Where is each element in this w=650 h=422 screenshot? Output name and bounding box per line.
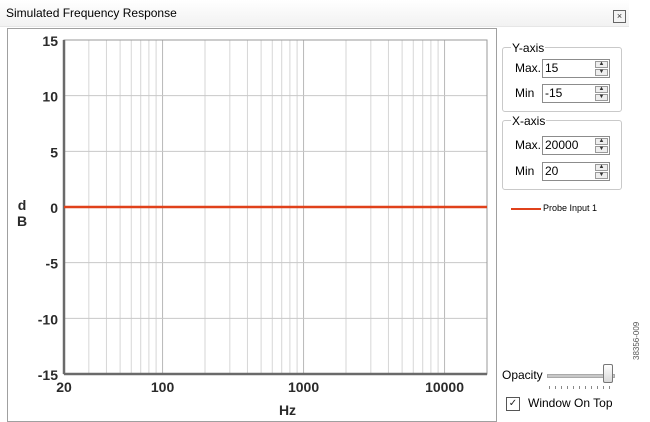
x-min-spinner[interactable]: ▲ ▼ [542,162,610,181]
y-min-spinner[interactable]: ▲ ▼ [542,84,610,103]
x-max-spin-arrows[interactable]: ▲ ▼ [595,138,608,153]
x-tick-label: 1000 [288,379,319,395]
y-axis-title-line-1: d [18,197,27,213]
opacity-slider-ticks [549,386,611,389]
x-max-input[interactable] [545,138,591,152]
y-axis-group: Y-axis Max. ▲ ▼ Min ▲ ▼ [502,41,622,112]
y-axis-title-line-2: B [17,213,27,229]
x-max-spinner[interactable]: ▲ ▼ [542,136,610,155]
y-min-up-icon[interactable]: ▲ [595,86,608,93]
y-tick-label: -15 [38,367,58,383]
y-min-input[interactable] [545,86,591,100]
opacity-label: Opacity [502,368,543,382]
x-axis-title: Hz [279,402,296,418]
y-min-down-icon[interactable]: ▼ [595,94,608,101]
y-max-spinner[interactable]: ▲ ▼ [542,59,610,78]
frequency-response-window: Simulated Frequency Response × 15 10 5 0 -5 -… [0,0,629,422]
close-icon[interactable]: × [613,10,626,23]
window-title: Simulated Frequency Response [6,6,177,20]
y-tick-label: 0 [50,200,58,216]
y-min-label: Min [515,86,535,100]
figure-code: 38356-009 [632,321,641,360]
y-max-input[interactable] [545,61,591,75]
x-min-down-icon[interactable]: ▼ [595,172,608,179]
y-max-up-icon[interactable]: ▲ [595,61,608,68]
legend-label: Probe Input 1 [543,203,598,213]
opacity-slider-thumb[interactable] [603,364,613,383]
y-max-label: Max. [515,61,542,75]
opacity-slider-track[interactable] [547,374,615,378]
x-max-label: Max. [515,138,542,152]
x-min-spin-arrows[interactable]: ▲ ▼ [595,164,608,179]
x-axis-group: X-axis Max. ▲ ▼ Min ▲ ▼ [502,114,622,190]
x-min-up-icon[interactable]: ▲ [595,164,608,171]
y-min-spin-arrows[interactable]: ▲ ▼ [595,86,608,101]
legend-line-swatch [511,208,541,210]
y-axis-group-title: Y-axis [511,41,546,55]
x-tick-label: 10000 [425,379,464,395]
x-tick-label: 100 [151,379,175,395]
x-max-up-icon[interactable]: ▲ [595,138,608,145]
y-max-down-icon[interactable]: ▼ [595,69,608,76]
x-min-input[interactable] [545,164,591,178]
title-bar: Simulated Frequency Response × [0,0,629,27]
window-on-top-label[interactable]: Window On Top [528,396,613,410]
y-tick-label: 15 [42,33,58,49]
y-max-spin-arrows[interactable]: ▲ ▼ [595,61,608,76]
x-tick-label: 20 [56,379,72,395]
x-min-label: Min [515,164,535,178]
y-tick-label: -5 [46,256,59,272]
x-max-down-icon[interactable]: ▼ [595,146,608,153]
y-tick-label: 10 [42,89,58,105]
y-tick-label: 5 [50,144,58,160]
window-on-top-checkbox[interactable]: ✓ [506,397,520,411]
x-axis-group-title: X-axis [511,114,547,128]
y-tick-label: -10 [38,311,58,327]
